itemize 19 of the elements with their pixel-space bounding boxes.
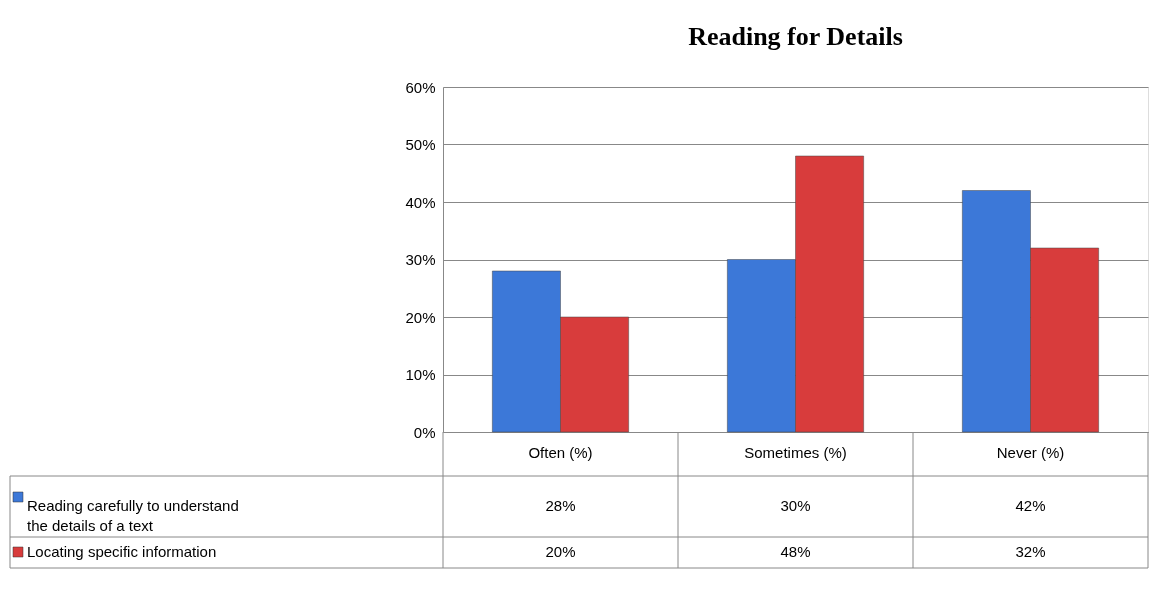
data-label: 48% [780,543,811,560]
y-tick-label: 20% [405,308,436,326]
data-label: 20% [545,543,576,560]
data-label: 42% [1015,497,1046,514]
chart-title: Reading for Details [688,22,903,51]
x-tick-label: Sometimes (%) [744,443,847,461]
x-tick-label: Never (%) [996,443,1065,461]
y-tick-label: 50% [405,136,436,153]
y-tick-label: 30% [405,251,436,268]
data-label: 30% [780,497,811,514]
y-tick-label: 60% [405,78,436,96]
y-tick-label: 0% [413,423,436,441]
x-tick-label: Often (%) [528,443,593,461]
y-tick-label: 10% [405,366,436,383]
y-tick-label: 40% [405,193,436,211]
legend-label: Reading carefully to understand the details of a text [27,497,239,534]
data-label: 28% [545,497,576,514]
data-label: 32% [1015,543,1046,560]
legend-label: Locating specific information [27,543,217,560]
